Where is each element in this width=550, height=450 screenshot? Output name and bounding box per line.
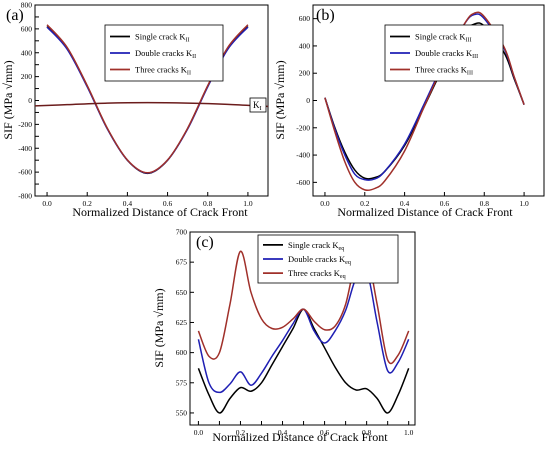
panel-label: (b) [316,7,335,24]
legend: Single crack Keq Double cracks Keq Three c… [257,234,399,284]
legend: Single crack KII Double cracks KII Three c… [104,24,224,82]
x-axis-label: Normalized Distance of Crack Front [72,205,248,219]
y-tick-label: 625 [176,318,188,327]
chart-panel-3: 550 575 600 625 650 675 700 0.0 0.2 0.4 0.6 0.8 1.0 N… [152,228,416,444]
x-tick-label: 0.4 [278,428,288,437]
legend-entry: Single crack KII [135,32,190,44]
legend: Single crack KIII Double cracks KIII Three… [384,24,504,82]
y-tick-label: 550 [176,408,188,417]
y-axis-label: SIF (MPa √mm) [273,60,287,139]
y-tick-label: -800 [18,192,32,201]
y-tick-label: 800 [21,1,33,10]
y-tick-label: 200 [299,69,311,78]
x-tick-label: 1.0 [519,199,529,208]
series-line-3 [197,249,410,365]
panel-label: (c) [196,234,214,251]
y-tick-label: 600 [176,348,188,357]
x-tick-label: 1.0 [404,428,414,437]
svg-text:KI: KI [253,100,262,112]
y-tick-label: 600 [21,24,33,33]
x-tick-label: 0.2 [236,428,246,437]
panel-label: (a) [6,7,24,24]
x-tick-label: 0.2 [83,199,93,208]
x-tick-label: 0.0 [42,199,52,208]
y-axis-label: SIF (MPa √mm) [152,288,166,367]
y-tick-label: -400 [296,151,310,160]
legend-entry: Three cracks KIII [415,64,473,76]
chart-panel-2: -600 -400 -200 0 200 400 600 0.0 0.2 0.4 0.6 0.8 1.0… [273,4,545,219]
chart-panel-1: -800 -600 -400 -200 0 200 400 600 800 0.0 0.2 0.4 0.… [1,1,269,219]
y-tick-label: 575 [176,378,188,387]
x-tick-label: 0.8 [480,199,490,208]
legend-entry: Single crack Keq [288,240,344,252]
y-tick-label: 400 [21,48,33,57]
x-tick-label: 0.4 [123,199,133,208]
y-tick-label: -600 [296,178,310,187]
y-tick-label: 600 [299,14,311,23]
series-line-4 [35,101,268,108]
y-tick-label: -600 [18,168,32,177]
x-tick-label: 0.0 [320,199,330,208]
x-tick-label: 0.6 [163,199,173,208]
x-axis-label: Normalized Distance of Crack Front [337,205,513,219]
x-tick-label: 0.2 [360,199,370,208]
x-tick-label: 0.6 [440,199,450,208]
annotation-ki: KI [249,97,267,113]
series-line-2 [197,266,410,394]
x-tick-label: 0.0 [194,428,204,437]
legend-entry: Three cracks Keq [288,268,346,280]
legend-entry: Three cracks KII [135,64,191,76]
x-tick-label: 1.0 [243,199,253,208]
y-tick-label: 200 [21,72,33,81]
y-tick-label: 650 [176,288,188,297]
y-tick-label: -200 [18,120,32,129]
y-tick-label: 0 [306,96,310,105]
plot-frame [189,231,416,426]
x-axis-label: Normalized Distance of Crack Front [212,430,388,444]
y-tick-label: 400 [299,41,311,50]
x-tick-label: 0.4 [400,199,410,208]
x-tick-label: 0.8 [203,199,213,208]
y-tick-label: -400 [18,144,32,153]
legend-entry: Double cracks KII [135,48,196,60]
x-tick-label: 0.6 [320,428,330,437]
x-tick-label: 0.8 [362,428,372,437]
y-tick-label: 700 [176,228,188,237]
legend-entry: Double cracks KIII [415,48,478,60]
legend-entry: Single crack KIII [415,32,472,44]
legend-entry: Double cracks Keq [288,254,351,266]
y-tick-label: 675 [176,258,188,267]
y-tick-label: 0 [28,96,32,105]
y-axis-label: SIF (MPa √mm) [1,60,15,139]
y-tick-label: -200 [296,123,310,132]
